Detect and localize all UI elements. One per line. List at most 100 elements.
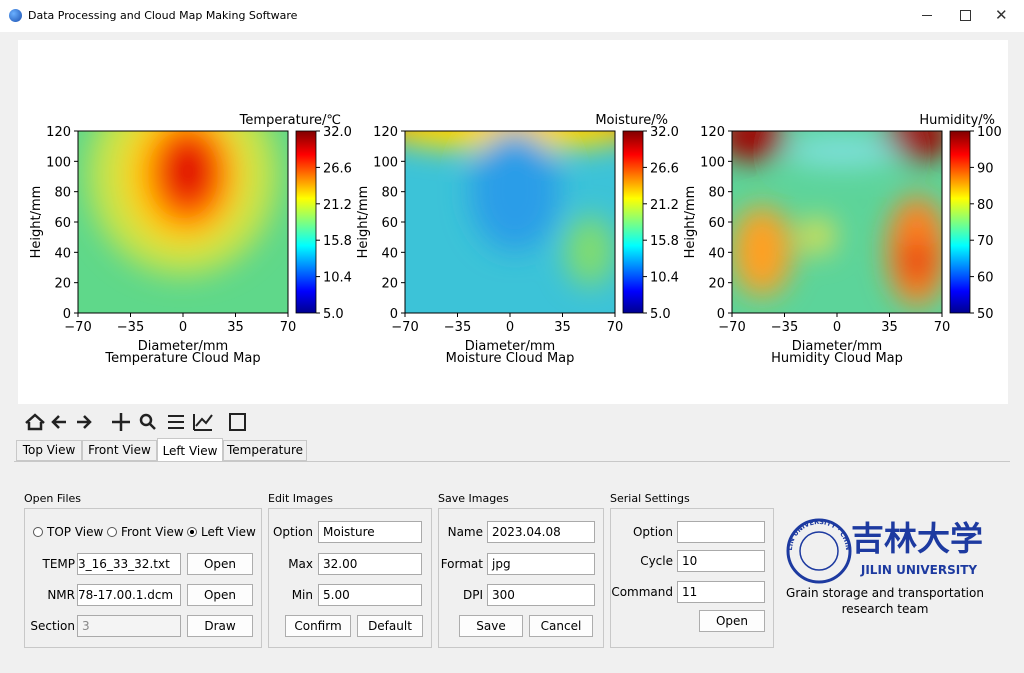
x-tick-label: 70: [607, 320, 624, 335]
open-files-group: TOP View Front View Left View TEMP 3_16_33…: [24, 508, 262, 648]
plot: −70 −35 0 35 70020406080100120Diameter/mmHum…: [683, 113, 1002, 366]
button[interactable]: Draw: [187, 615, 253, 637]
spin-input[interactable]: 5.00: [318, 584, 422, 606]
colorbar-tick-label: 26.6: [650, 161, 679, 176]
colorbar-label: Humidity/%: [919, 113, 995, 128]
logo-chinese: 吉林大学: [851, 519, 983, 558]
radio[interactable]: Front View: [107, 525, 184, 539]
maximize[interactable]: [960, 10, 971, 21]
radio[interactable]: TOP View: [33, 525, 103, 539]
group-label: Edit Images: [268, 492, 333, 505]
spin-input[interactable]: 32.00: [318, 553, 422, 575]
group-label: Save Images: [438, 492, 509, 505]
tab[interactable]: Front View: [82, 440, 157, 461]
edit-images-group: Option Moisture Max 32.00 Min 5.00 Confi…: [268, 508, 432, 648]
x-tick-label: 0: [833, 320, 841, 335]
colorbar-tick-label: 50: [977, 307, 994, 322]
select[interactable]: jpg: [487, 553, 595, 575]
label: NMR: [47, 588, 75, 602]
colorbar-tick-label: 70: [977, 234, 994, 249]
spin-input[interactable]: 300: [487, 584, 595, 606]
label: Name: [447, 525, 483, 539]
label: Command: [611, 585, 673, 599]
y-tick-label: 100: [373, 155, 398, 170]
colorbar: [949, 130, 971, 314]
tab[interactable]: Left View: [157, 438, 223, 462]
colorbar-tick-label: 5.0: [323, 307, 344, 322]
label: TEMP: [42, 557, 75, 571]
text-input[interactable]: 2023.04.08: [487, 521, 595, 543]
y-tick-label: 80: [54, 186, 71, 201]
button[interactable]: Default: [357, 615, 423, 637]
radio-circle[interactable]: [187, 527, 197, 537]
colorbar-tick-label: 5.0: [650, 307, 671, 322]
y-tick-label: 80: [708, 186, 725, 201]
tab[interactable]: Top View: [16, 440, 82, 461]
button[interactable]: Open: [187, 553, 253, 575]
radio[interactable]: Left View: [187, 525, 256, 539]
button[interactable]: Open: [187, 584, 253, 606]
heatmap-blob: [470, 131, 560, 251]
colorbar-tick-label: 21.2: [323, 198, 352, 213]
pan-icon[interactable]: [112, 413, 130, 431]
button[interactable]: Save: [459, 615, 523, 637]
heatmap-blob: [903, 241, 931, 281]
y-tick-label: 60: [381, 216, 398, 231]
forward-icon[interactable]: [77, 415, 92, 429]
heatmap-blob: [732, 131, 787, 161]
colorbar-tick-label: 21.2: [650, 198, 679, 213]
x-axis-label: Diameter/mm: [138, 339, 228, 354]
select[interactable]: Moisture: [318, 521, 422, 543]
save-icon[interactable]: [229, 413, 246, 431]
heatmap-blob: [732, 206, 792, 296]
y-tick-label: 120: [700, 125, 725, 140]
button[interactable]: Cancel: [529, 615, 593, 637]
y-axis-label: Height/mm: [356, 186, 371, 259]
tab[interactable]: Temperature: [223, 440, 307, 461]
save-images-group: Name 2023.04.08 Format jpg DPI 300 Save …: [438, 508, 604, 648]
colorbar-tick-label: 80: [977, 198, 994, 213]
colorbar-tick-label: 26.6: [323, 161, 352, 176]
plot: −70 −35 0 35 70020406080100120Diameter/mmTem…: [29, 113, 352, 366]
button[interactable]: Open: [699, 610, 765, 632]
minimize[interactable]: [922, 15, 932, 16]
label: Min: [291, 588, 313, 602]
label: Cycle: [640, 554, 673, 568]
select[interactable]: [677, 521, 765, 543]
x-tick-label: 35: [554, 320, 571, 335]
edit-icon[interactable]: [193, 414, 213, 431]
x-tick-label: 35: [881, 320, 898, 335]
radio-circle[interactable]: [107, 527, 117, 537]
colorbar-tick-label: 32.0: [650, 125, 679, 140]
group-label: Open Files: [24, 492, 82, 505]
y-tick-label: 60: [54, 216, 71, 231]
config-icon[interactable]: [168, 415, 184, 429]
y-tick-label: 0: [63, 307, 71, 322]
plot-title: Moisture Cloud Map: [446, 351, 575, 366]
seal-inner: [799, 531, 839, 571]
x-tick-label: 35: [227, 320, 244, 335]
heatmap-field: [88, 131, 278, 275]
zoom-icon[interactable]: [139, 413, 153, 427]
home-icon[interactable]: [25, 413, 45, 431]
radio-label: Left View: [201, 525, 256, 539]
text-input[interactable]: 10: [677, 550, 765, 572]
close[interactable]: ✕: [995, 6, 1008, 24]
text-input[interactable]: 3_16_33_32.txt: [77, 553, 181, 575]
text-input[interactable]: 78-17.00.1.dcm: [77, 584, 181, 606]
toolbar: [18, 404, 1008, 438]
heatmap: [732, 131, 942, 313]
label: DPI: [462, 588, 483, 602]
back-icon[interactable]: [51, 415, 66, 429]
select[interactable]: 3: [77, 615, 181, 637]
heatmap: [78, 131, 288, 313]
radio-circle[interactable]: [33, 527, 43, 537]
button[interactable]: Confirm: [285, 615, 351, 637]
colorbar-tick-label: 10.4: [650, 271, 679, 286]
y-axis-label: Height/mm: [683, 186, 698, 259]
heatmap-field: [405, 131, 615, 286]
x-tick-label: −70: [64, 320, 91, 335]
text-input[interactable]: 11: [677, 581, 765, 603]
group-label: Serial Settings: [610, 492, 690, 505]
